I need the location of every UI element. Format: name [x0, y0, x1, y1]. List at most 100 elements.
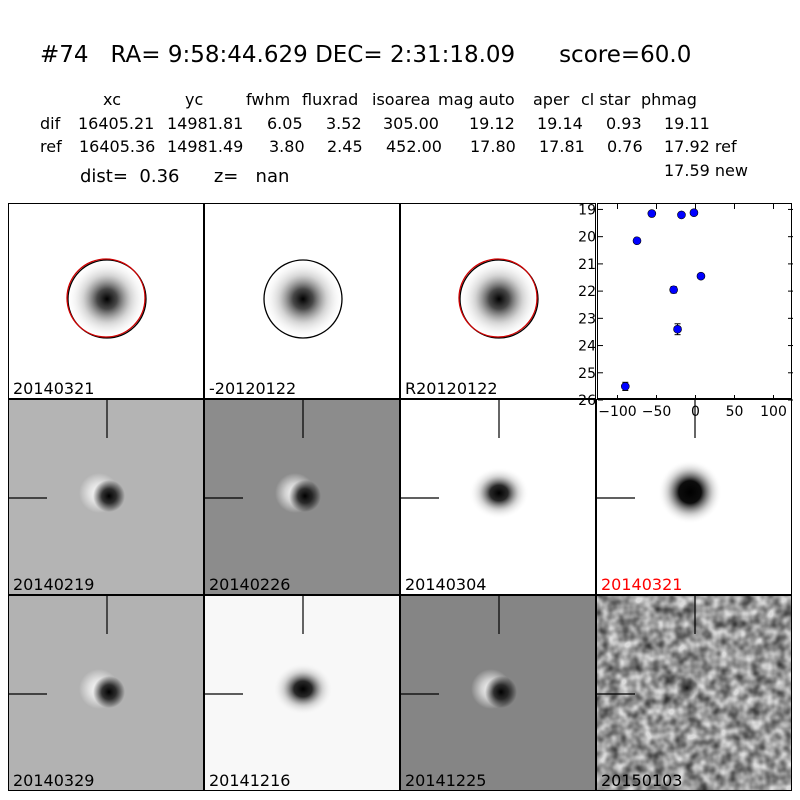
- y-tick-label: 19: [578, 202, 596, 218]
- ref-mag-auto: 17.80: [470, 137, 516, 156]
- stamp-image: [9, 204, 203, 398]
- stamp-cell: 20140219: [8, 399, 204, 595]
- data-point: [647, 209, 657, 218]
- stamp-date-label: 20141225: [405, 771, 487, 790]
- y-tick-label: 24: [578, 339, 596, 355]
- dif-mag-auto: 19.12: [469, 114, 515, 133]
- stamp-cell: 20141216: [204, 595, 400, 791]
- stamp-date-label: 20140304: [405, 575, 487, 594]
- stamp-cell: R20120122: [400, 203, 596, 399]
- stamp-cell: 20140226: [204, 399, 400, 595]
- dist-label: dist=: [80, 166, 128, 187]
- x-tick-label: 50: [726, 404, 744, 420]
- z-label: z=: [213, 166, 239, 187]
- col-isoarea: isoarea: [372, 90, 431, 109]
- data-point: [696, 271, 706, 281]
- row-dif-label: dif: [40, 114, 61, 133]
- dif-aper: 19.14: [537, 114, 583, 133]
- stamp-date-label: 20140321: [601, 575, 683, 594]
- col-yc: yc: [185, 90, 204, 109]
- stamp-cell: 20140304: [400, 399, 596, 595]
- ref-yc: 14981.49: [167, 137, 244, 156]
- ref-xc: 16405.36: [79, 137, 156, 156]
- stamp-image: [9, 400, 203, 594]
- y-tick-label: 20: [578, 230, 596, 246]
- stamp-date-label: R20120122: [405, 379, 498, 398]
- ref-phmag: 17.92 ref: [664, 137, 737, 156]
- stamp-date-label: 20140321: [13, 379, 95, 398]
- stamp-cell: 20140321: [8, 203, 204, 399]
- stamp-date-label: 20150103: [601, 771, 683, 790]
- stamp-cell: -20120122: [204, 203, 400, 399]
- dif-isoarea: 305.00: [383, 114, 439, 133]
- data-point: [620, 382, 630, 391]
- data-point: [673, 324, 682, 334]
- y-tick-label: 21: [578, 257, 596, 273]
- z-value: nan: [255, 166, 290, 187]
- col-mag-auto: mag auto: [438, 90, 515, 109]
- distance-readout: dist= 0.36 z= nan: [80, 166, 289, 187]
- ref-isoarea: 452.00: [386, 137, 442, 156]
- col-fluxrad: fluxrad: [302, 90, 359, 109]
- data-point: [669, 285, 678, 295]
- stamp-image: [9, 596, 203, 790]
- new-phmag: 17.59 new: [664, 161, 748, 180]
- data-point: [632, 236, 642, 246]
- ref-cl-star: 0.76: [607, 137, 643, 156]
- dif-cl-star: 0.93: [606, 114, 642, 133]
- stamp-date-label: 20140329: [13, 771, 95, 790]
- dec-value: 2:31:18.09: [389, 42, 516, 68]
- stamp-image: [401, 400, 595, 594]
- col-xc: xc: [103, 90, 121, 109]
- ra-label: RA=: [110, 42, 161, 68]
- stamp-image: [205, 204, 399, 398]
- object-header: #74 RA= 9:58:44.629 DEC= 2:31:18.09 scor…: [40, 42, 691, 68]
- ref-fluxrad: 2.45: [327, 137, 363, 156]
- stamp-date-label: 20141216: [209, 771, 291, 790]
- col-fwhm: fwhm: [246, 90, 291, 109]
- stamp-image: [205, 400, 399, 594]
- stamp-image: [597, 400, 791, 594]
- x-tick-label: 100: [760, 404, 787, 420]
- dif-fluxrad: 3.52: [326, 114, 362, 133]
- dec-label: DEC=: [315, 42, 383, 68]
- row-ref-label: ref: [40, 137, 62, 156]
- stamp-cell: 20150103: [596, 595, 792, 791]
- score-label: score=: [559, 42, 641, 68]
- stamp-cell: 20141225: [400, 595, 596, 791]
- light-curve-svg: 19 20 21 22 23 24 25 26−100 −50 0 50 100: [578, 202, 793, 420]
- stamp-image: [401, 596, 595, 790]
- data-point: [677, 210, 686, 220]
- col-aper: aper: [533, 90, 570, 109]
- ref-aper: 17.81: [539, 137, 585, 156]
- stamp-cell: 20140321: [596, 399, 792, 595]
- stamp-image: [205, 596, 399, 790]
- x-tick-label: −100: [598, 404, 636, 420]
- ref-fwhm: 3.80: [269, 137, 305, 156]
- col-phmag: phmag: [641, 90, 697, 109]
- dist-value: 0.36: [139, 166, 180, 187]
- stamp-image: [401, 204, 595, 398]
- dif-xc: 16405.21: [78, 114, 155, 133]
- x-tick-label: −50: [642, 404, 672, 420]
- y-tick-label: 25: [578, 366, 596, 382]
- y-tick-label: 26: [578, 393, 596, 409]
- y-tick-label: 22: [578, 284, 596, 300]
- col-cl-star: cl star: [581, 90, 631, 109]
- x-tick-label: 0: [691, 404, 700, 420]
- light-curve-plot: 19 20 21 22 23 24 25 26 −100 −50 0 50 100: [578, 202, 793, 420]
- data-point: [689, 208, 699, 218]
- stamp-image: [597, 596, 791, 790]
- ra-value: 9:58:44.629: [167, 42, 308, 68]
- score-value: 60.0: [640, 42, 692, 68]
- dif-fwhm: 6.05: [267, 114, 303, 133]
- y-tick-label: 23: [578, 311, 596, 327]
- dif-phmag: 19.11: [664, 114, 710, 133]
- dif-yc: 14981.81: [167, 114, 244, 133]
- stamp-date-label: -20120122: [209, 379, 297, 398]
- stamp-grid: 20140321 -20120122 R20120122 20140219 201402…: [8, 203, 792, 791]
- stamp-date-label: 20140226: [209, 575, 291, 594]
- object-id: #74: [40, 42, 89, 68]
- stamp-date-label: 20140219: [13, 575, 95, 594]
- stamp-cell: 20140329: [8, 595, 204, 791]
